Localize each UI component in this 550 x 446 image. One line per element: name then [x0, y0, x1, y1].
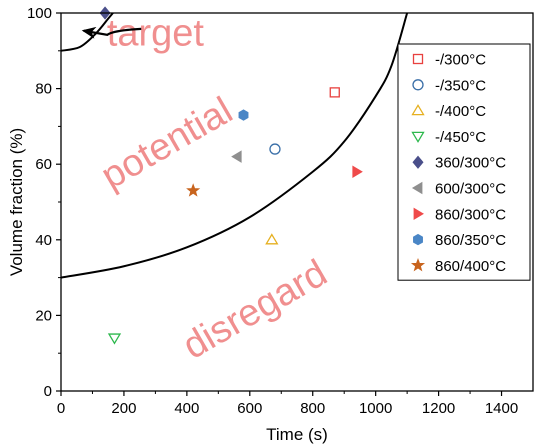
data-point-7-1 [352, 165, 363, 178]
legend-marker-9 [410, 257, 426, 272]
legend-label-4: -/450°C [435, 129, 486, 146]
y-tick-label: 0 [44, 383, 52, 400]
legend-marker-2 [412, 79, 424, 91]
y-tick-label: 100 [27, 5, 52, 22]
y-tick-label: 80 [35, 81, 52, 98]
legend-label-2: -/350°C [435, 77, 486, 94]
legend-marker-3 [411, 104, 425, 116]
data-points [99, 6, 363, 345]
legend-label-5: 360/300°C [435, 155, 506, 172]
region-label-potential: potential [94, 89, 239, 197]
data-point-4-1 [107, 333, 122, 345]
data-point-3-1 [265, 233, 279, 245]
data-point-2-1 [269, 143, 281, 155]
legend-label-6: 600/300°C [435, 181, 506, 198]
legend-marker-5 [412, 155, 424, 169]
legend-marker-8 [413, 233, 423, 246]
target-arrow [81, 26, 142, 39]
x-axis-label: Time (s) [266, 425, 328, 444]
x-tick-label: 0 [57, 400, 65, 417]
x-tick-label: 1000 [359, 400, 392, 417]
legend-label-3: -/400°C [435, 103, 486, 120]
y-tick-label: 40 [35, 232, 52, 249]
legend-marker-6 [411, 181, 423, 195]
legend-marker-4 [411, 131, 425, 143]
data-point-9-1 [186, 183, 201, 197]
data-point-6-1 [231, 150, 242, 163]
x-tick-label: 600 [237, 400, 262, 417]
x-axis: 0 200 400 600 800 1000 1200 1400 [57, 391, 518, 417]
x-tick-label: 400 [174, 400, 199, 417]
x-tick-label: 1200 [422, 400, 455, 417]
legend-label-9: 860/400°C [435, 258, 506, 275]
y-axis-label: Volume fraction (%) [7, 128, 26, 276]
data-point-1-1 [329, 87, 340, 98]
legend-label-7: 860/300°C [435, 206, 506, 223]
legend-label-8: 860/350°C [435, 232, 506, 249]
x-tick-label: 200 [111, 400, 136, 417]
y-tick-label: 20 [35, 307, 52, 324]
y-axis: 0 20 40 60 80 100 [27, 5, 61, 400]
legend-marker-1 [412, 53, 424, 65]
annotation-arrow [81, 26, 142, 39]
region-label-target: target [107, 13, 205, 55]
region-labels: target potential disregard [94, 13, 334, 368]
boundary-curve-1 [61, 13, 409, 279]
legend-label-1: -/300°C [435, 52, 486, 69]
x-tick-label: 800 [300, 400, 325, 417]
region-label-disregard: disregard [176, 252, 334, 368]
x-tick-label: 1400 [485, 400, 518, 417]
data-point-8-1 [238, 109, 249, 121]
legend-marker-7 [413, 207, 425, 221]
legend: -/300°C -/350°C -/400°C -/450°C 360/300°C 600… [397, 43, 531, 281]
y-tick-label: 60 [35, 156, 52, 173]
